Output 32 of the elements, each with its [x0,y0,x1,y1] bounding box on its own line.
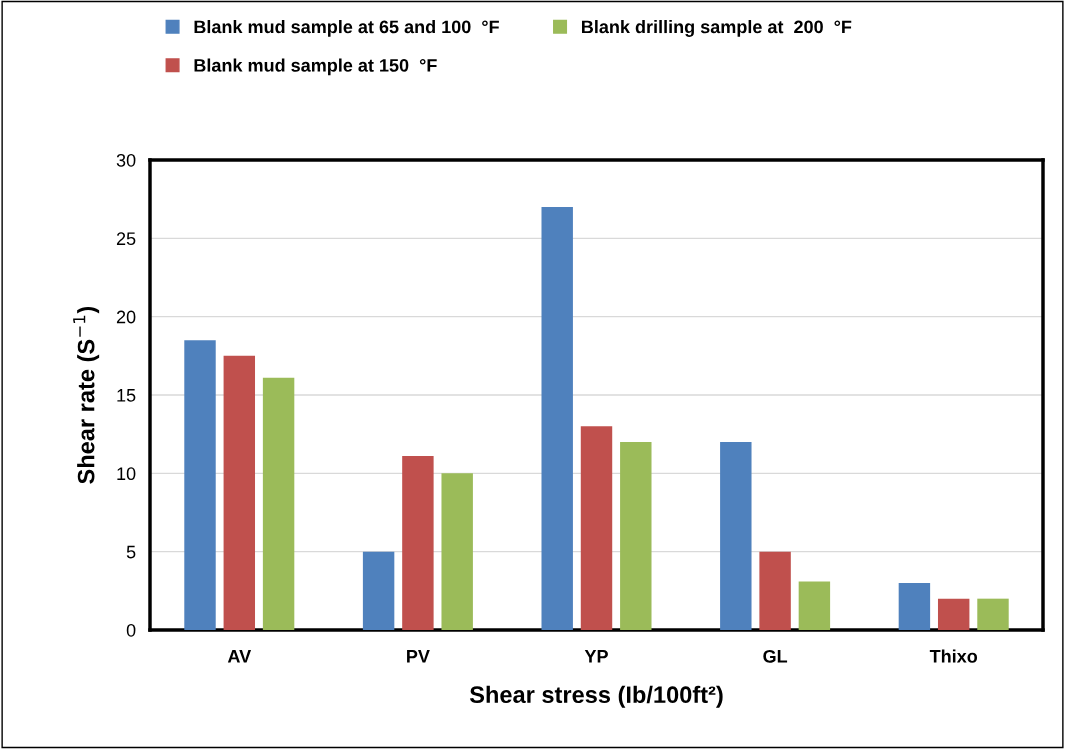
bar [759,551,791,630]
y-tick-label: 15 [117,389,136,402]
bar [402,456,434,630]
y-tick-label: 25 [116,232,136,246]
x-axis-title: Shear stress (Ib/100ft²) [469,685,723,708]
bar [580,426,613,630]
x-tick-label: AV [227,650,252,663]
y-tick-label: 0 [126,623,136,637]
x-tick-label: YP [584,650,608,663]
legend-label: Blank mud sample at 65 and 100 °F [194,19,499,37]
bar [262,377,295,630]
bar [977,598,1009,630]
bar [898,583,931,630]
y-axis-title: Shear rate (S$^{−1}$) [73,306,100,484]
bar [441,473,473,630]
bar [798,581,831,630]
x-tick-label: Thixo [929,649,978,663]
bar [362,551,395,630]
bar [223,355,256,630]
bar [937,598,970,630]
x-tick-label: GL [763,649,788,663]
legend-label: Blank drilling sample at 200 °F [582,19,852,37]
bar [720,442,752,630]
y-tick-label: 20 [116,310,136,324]
bar [620,442,652,630]
y-tick-label: 10 [117,467,136,481]
x-tick-label: PV [407,650,430,663]
legend-label: Blank mud sample at 150 °F [194,58,437,76]
y-tick-label: 30 [116,153,136,167]
bar [184,340,216,630]
bar [541,207,573,630]
y-tick-label: 5 [126,545,136,559]
